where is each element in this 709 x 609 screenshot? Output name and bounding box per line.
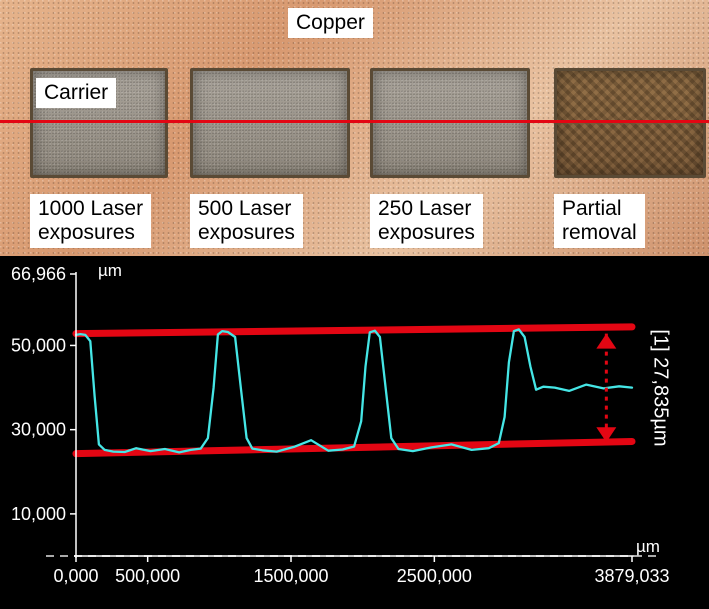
sample-label-1: 500 Laser exposures	[190, 194, 303, 248]
sample-label-0: 1000 Laser exposures	[30, 194, 151, 248]
y-tick-label: 50,000	[11, 335, 66, 355]
profile-chart: 66,966 50,000 30,000 10,000 µm 0,000 500,000 15…	[0, 256, 709, 609]
x-tick-label: 1500,000	[253, 566, 328, 586]
figure-container: Copper Carrier 1000 Laser exposures 500 L…	[0, 0, 709, 609]
scan-line	[0, 120, 709, 123]
carrier-label: Carrier	[36, 78, 116, 108]
annotation-label: [1] 27,835µm	[649, 329, 671, 446]
copper-label: Copper	[288, 8, 373, 38]
sample-region-2	[370, 68, 530, 178]
sample-region-1	[190, 68, 350, 178]
x-tick-label: 3879,033	[594, 566, 669, 586]
y-tick-label: 10,000	[11, 504, 66, 524]
x-tick-label: 2500,000	[397, 566, 472, 586]
y-unit-label: µm	[98, 261, 122, 280]
x-tick-label: 0,000	[53, 566, 98, 586]
y-tick-label: 30,000	[11, 420, 66, 440]
sample-region-3	[554, 68, 706, 178]
x-unit-label: µm	[636, 537, 660, 556]
micrograph-panel: Copper Carrier 1000 Laser exposures 500 L…	[0, 0, 709, 256]
y-tick-label: 66,966	[11, 264, 66, 284]
x-tick-label: 500,000	[115, 566, 180, 586]
sample-label-2: 250 Laser exposures	[370, 194, 483, 248]
sample-label-3: Partial removal	[554, 194, 645, 248]
profile-chart-panel: 66,966 50,000 30,000 10,000 µm 0,000 500,000 15…	[0, 256, 709, 609]
